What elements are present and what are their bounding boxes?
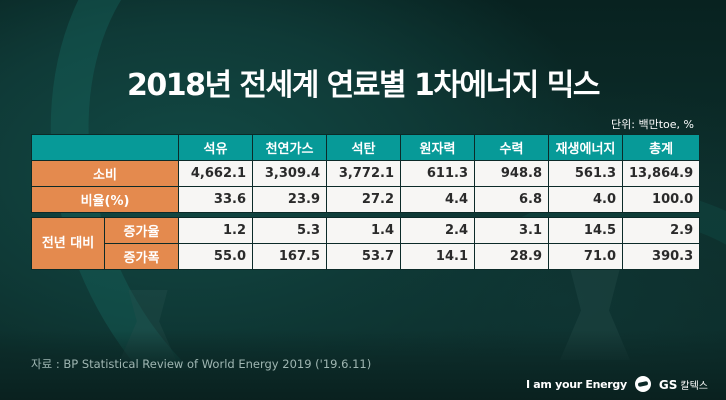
table-row-share: 비율(%) 33.6 23.9 27.2 4.4 6.8 4.0 100.0 xyxy=(31,186,701,213)
column-header: 천연가스 xyxy=(252,134,327,161)
table-cell: 5.3 xyxy=(252,217,327,244)
table-cell: 1.2 xyxy=(178,217,253,244)
column-header: 총계 xyxy=(621,134,701,161)
table-cell: 100.0 xyxy=(621,186,701,213)
table-cell: 33.6 xyxy=(178,186,253,213)
table-cell: 390.3 xyxy=(621,243,701,270)
table-cell: 13,864.9 xyxy=(621,160,701,187)
table-cell: 14.1 xyxy=(400,243,475,270)
gs-logo-icon xyxy=(634,376,651,392)
table-cell: 3.1 xyxy=(474,217,549,244)
table-cell: 28.9 xyxy=(474,243,549,270)
column-header: 원자력 xyxy=(400,134,475,161)
table-cell: 561.3 xyxy=(548,160,623,187)
unit-note: 단위: 백만toe, % xyxy=(611,118,694,131)
table-cell: 1.4 xyxy=(326,217,401,244)
row-label: 증가율 xyxy=(104,217,179,244)
table-cell: 3,772.1 xyxy=(326,160,401,187)
row-label: 비율(%) xyxy=(31,186,179,213)
table-row-growth-rate: 전년 대비 증가율 1.2 5.3 1.4 2.4 3.1 14.5 2.9 xyxy=(31,217,701,270)
table-cell: 55.0 xyxy=(178,243,253,270)
table-cell: 948.8 xyxy=(474,160,549,187)
source-note: 자료 : BP Statistical Review of World Ener… xyxy=(31,357,372,371)
column-header: 석탄 xyxy=(326,134,401,161)
table-cell: 611.3 xyxy=(400,160,475,187)
table-cell: 3,309.4 xyxy=(252,160,327,187)
column-header: 수력 xyxy=(474,134,549,161)
table-cell: 4,662.1 xyxy=(178,160,253,187)
row-label: 소비 xyxy=(31,160,179,187)
table-cell: 2.4 xyxy=(400,217,475,244)
column-header: 재생에너지 xyxy=(548,134,623,161)
row-label: 증가폭 xyxy=(104,243,179,270)
table-cell: 4.0 xyxy=(548,186,623,213)
table-row-growth-amount: 증가폭 55.0 167.5 53.7 14.1 28.9 71.0 390.3 xyxy=(32,243,701,270)
brand-logo-text: GS 칼텍스 xyxy=(659,377,708,392)
header-row: 석유 천연가스 석탄 원자력 수력 재생에너지 총계 xyxy=(31,134,701,161)
brand-footer: I am your Energy GS 칼텍스 xyxy=(526,376,708,392)
energy-mix-table: 석유 천연가스 석탄 원자력 수력 재생에너지 총계 소비 4,662.1 3,… xyxy=(31,134,701,270)
table-cell: 53.7 xyxy=(326,243,401,270)
table-cell: 167.5 xyxy=(252,243,327,270)
table-cell: 2.9 xyxy=(621,217,701,244)
page-title: 2018년 전세계 연료별 1차에너지 믹스 xyxy=(127,68,600,103)
table-cell: 4.4 xyxy=(400,186,475,213)
table-cell: 23.9 xyxy=(252,186,327,213)
brand-logo-sub: 칼텍스 xyxy=(680,380,708,392)
column-header: 석유 xyxy=(178,134,253,161)
table-cell: 14.5 xyxy=(548,217,623,244)
group-label-yoy: 전년 대비 xyxy=(31,217,105,270)
table-row-consumption: 소비 4,662.1 3,309.4 3,772.1 611.3 948.8 5… xyxy=(31,160,701,187)
table-cell: 27.2 xyxy=(326,186,401,213)
table-cell: 6.8 xyxy=(474,186,549,213)
ground-shade xyxy=(0,330,726,400)
brand-logo-gs: GS xyxy=(658,377,678,392)
table-cell: 71.0 xyxy=(548,243,623,270)
header-blank-cell xyxy=(31,134,179,161)
brand-slogan: I am your Energy xyxy=(525,377,627,391)
